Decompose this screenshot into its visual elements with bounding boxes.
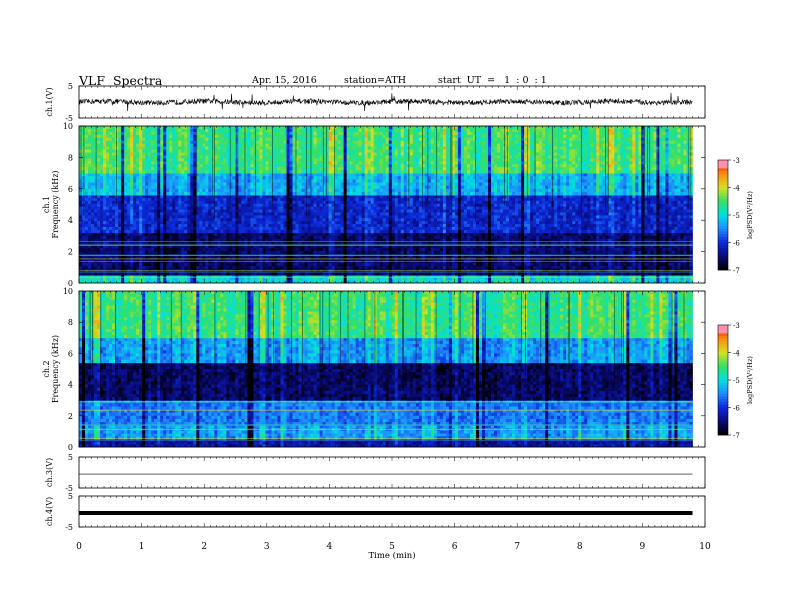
y-tick-label: 2	[68, 412, 73, 421]
waveform-ch1v	[78, 92, 693, 112]
y-axis-label: Frequency (kHz)	[51, 335, 60, 403]
x-tick-label: 9	[640, 542, 646, 552]
start-time-label: start UT = 1 : 0 : 1	[438, 75, 547, 86]
y-tick-label: 10	[63, 122, 73, 131]
y-axis-label: ch.1(V)	[45, 87, 54, 116]
colorbar-tick-label: -5	[733, 212, 740, 220]
spectrogram-ch1	[79, 126, 693, 284]
x-tick-label: 5	[389, 542, 395, 552]
y-axis-label: ch.4(V)	[45, 497, 54, 526]
y-tick-label: 0	[68, 443, 73, 452]
y-tick-label: 8	[68, 153, 73, 162]
y-axis-label: Frequency (kHz)	[51, 170, 60, 238]
colorbar-tick-label: -3	[733, 322, 740, 330]
y-tick-label: 10	[63, 287, 73, 296]
plot-title: VLF Spectra	[79, 73, 162, 88]
y-tick-label: 6	[68, 349, 73, 358]
colorbar-tick-label: -5	[733, 377, 740, 385]
x-tick-label: 6	[452, 542, 458, 552]
panel-frame	[78, 456, 706, 489]
y-axis-label: ch.2	[42, 360, 51, 377]
x-axis-label: Time (min)	[368, 550, 415, 561]
y-tick-label: 5	[68, 82, 73, 91]
y-tick-label: 6	[68, 185, 73, 194]
ch1-trace	[78, 92, 693, 112]
y-tick-label: 8	[68, 318, 73, 327]
colorbar-label: logPSD(V²/Hz)	[746, 356, 754, 404]
y-tick-label: 5	[68, 492, 73, 501]
x-tick-label: 0	[76, 542, 82, 552]
y-tick-label: 0	[68, 279, 73, 288]
spectrogram-ch2	[79, 291, 693, 448]
y-tick-label: -5	[65, 484, 73, 493]
y-tick-label: 4	[68, 216, 73, 225]
colorbar-tick-label: -4	[733, 185, 740, 193]
x-tick-label: 10	[699, 542, 711, 552]
colorbar-ch1	[717, 159, 731, 271]
x-tick-label: 7	[514, 542, 520, 552]
colorbar-ch2	[717, 324, 731, 436]
x-tick-label: 3	[264, 542, 270, 552]
x-tick-label: 2	[201, 542, 207, 552]
y-tick-label: 2	[68, 248, 73, 257]
colorbar-tick-label: -7	[733, 432, 740, 440]
colorbar-tick-label: -7	[733, 267, 740, 275]
date-label: Apr. 15, 2016	[252, 75, 317, 86]
y-tick-label: 4	[68, 381, 73, 390]
colorbar-tick-label: -6	[733, 405, 740, 413]
x-tick-label: 8	[577, 542, 583, 552]
colorbar-tick-label: -4	[733, 350, 740, 358]
colorbar-label: logPSD(V²/Hz)	[746, 191, 754, 239]
x-tick-label: 1	[139, 542, 145, 552]
y-tick-label: -5	[65, 523, 73, 532]
y-tick-label: 5	[68, 453, 73, 462]
station-label: station=ATH	[344, 75, 406, 86]
y-axis-label: ch.3(V)	[45, 458, 54, 487]
y-tick-label: -5	[65, 114, 73, 123]
colorbar-tick-label: -3	[733, 157, 740, 165]
colorbar-tick-label: -6	[733, 240, 740, 248]
y-axis-label: ch.1	[42, 196, 51, 213]
x-tick-label: 4	[327, 542, 333, 552]
